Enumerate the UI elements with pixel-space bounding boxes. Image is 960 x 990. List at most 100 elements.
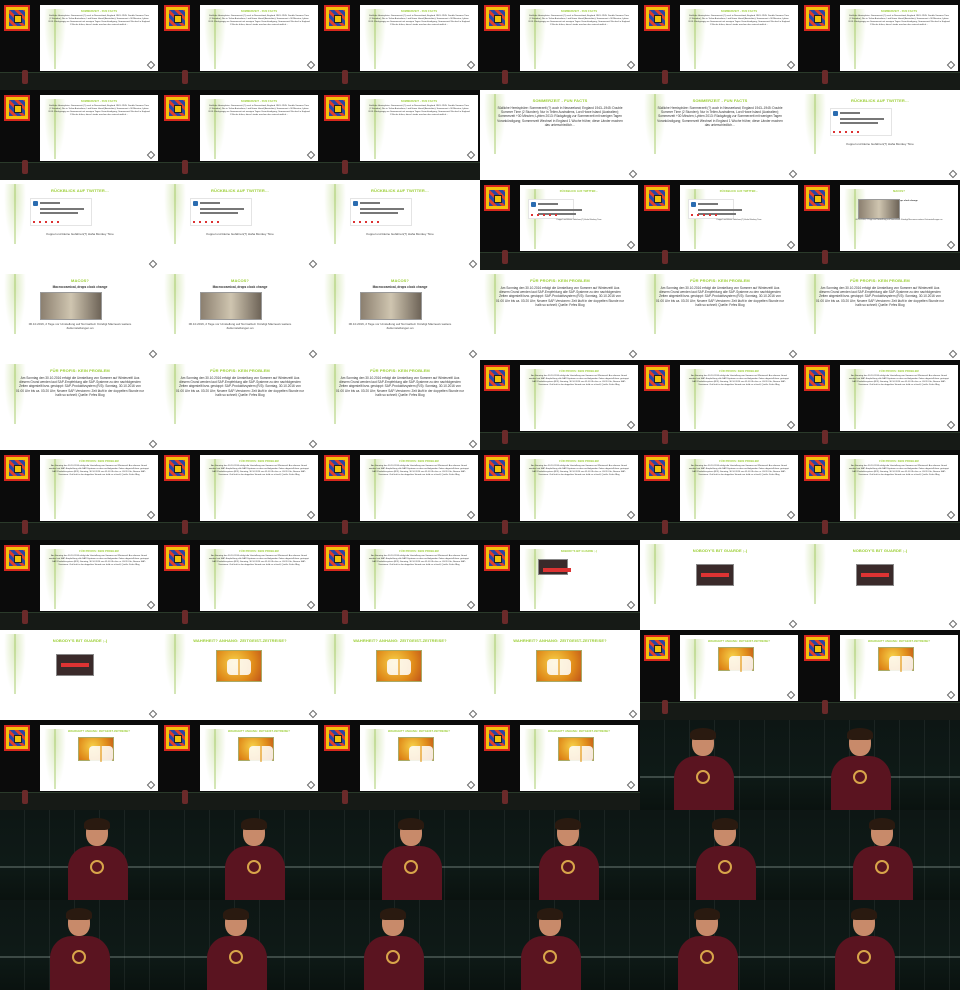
slide-title: WAHRHEIT? ANHANG: ZEITGEIST-ZEITREISE?	[320, 638, 480, 643]
nav-symbol-icon	[627, 421, 635, 429]
avatar	[193, 201, 198, 206]
nav-symbol-icon	[627, 511, 635, 519]
nav-symbol-icon	[629, 350, 637, 358]
shirt-print	[386, 950, 400, 964]
tweet-line	[200, 202, 220, 204]
slide-frame: FÜR PROFIS: KEIN PROBLEM Am Sonntag den 3…	[160, 360, 320, 450]
slide-body: Am Sonntag den 30.10.2016 erfolgt die Um…	[208, 555, 310, 567]
decorative-plant	[644, 544, 666, 604]
slide-caption: 06.10.2016, 2 Tage vor Umstellung auf No…	[848, 219, 950, 222]
event-logo-icon	[4, 545, 30, 571]
decorative-plant	[844, 639, 866, 699]
nav-symbol-icon	[469, 710, 477, 718]
tweet-line	[40, 208, 84, 210]
slide: MACOS? Macrocosmical, drops clock change 0…	[0, 270, 160, 360]
tweet-actions	[33, 221, 59, 223]
event-logo-icon	[484, 185, 510, 211]
tweet-text: Kuppel und kleine Gefahren(?) Haha Monke…	[20, 232, 140, 236]
slide-body: Am Sonntag den 30.10.2016 erfolgt die Um…	[848, 465, 950, 477]
decorative-plant	[4, 634, 26, 694]
speaker-hair	[555, 818, 581, 830]
slide-frame: WAHRHEIT? ANHANG: ZEITGEIST-ZEITREISE?	[320, 630, 480, 720]
avatar	[353, 201, 358, 206]
slide-title: FÜR PROFIS: KEIN PROBLEM	[40, 460, 158, 463]
speaker	[835, 910, 895, 990]
speaker	[207, 910, 267, 990]
article-image	[200, 292, 262, 320]
projected-slide: SOMMERZEIT - FUN FACTS Südliche Hemisphär…	[40, 5, 158, 71]
slide-body: Am Sonntag den 30.10.2016 erfolgt die Um…	[208, 465, 310, 477]
projected-frame: MACOS?Macrocosmical, drops clock change0…	[800, 180, 960, 270]
projected-frame: WAHRHEIT? ANHANG: ZEITGEIST-ZEITREISE?	[800, 630, 960, 720]
slide-title: SOMMERZEIT - FUN FACTS	[680, 10, 798, 13]
slide-frame: MACOS? Macrocosmical, drops clock change 0…	[160, 270, 320, 360]
slide-caption: 06.10.2016, 2 Tage vor Umstellung auf No…	[340, 322, 460, 330]
projected-frame: SOMMERZEIT - FUN FACTS Südliche Hemisphär…	[160, 0, 320, 90]
slide-body: Am Sonntag den 30.10.2016 erfolgt die Um…	[336, 376, 464, 397]
article-image	[360, 292, 422, 320]
slide-title: FÜR PROFIS: KEIN PROBLEM	[360, 550, 478, 553]
projected-slide: RÜCKBLICK AUF TWITTER… Kuppel und kleine …	[680, 185, 798, 251]
slide-title: FÜR PROFIS: KEIN PROBLEM	[360, 460, 478, 463]
tweet-actions	[833, 131, 859, 133]
camera-frame	[800, 900, 960, 990]
slide-title: WAHRHEIT? ANHANG: ZEITGEIST-ZEITREISE?	[840, 640, 958, 643]
event-logo-icon	[804, 365, 830, 391]
nav-symbol-icon	[147, 61, 155, 69]
event-logo-icon	[804, 455, 830, 481]
slide-title: RÜCKBLICK AUF TWITTER…	[680, 190, 798, 193]
slide-frame: SOMMERZEIT - FUN FACTS Südliche Hemisphär…	[480, 90, 640, 180]
cartoon-image	[78, 737, 114, 761]
slide-title: FÜR PROFIS: KEIN PROBLEM	[160, 368, 320, 373]
tweet-card	[350, 198, 412, 226]
tweet-actions	[353, 221, 379, 223]
event-logo-icon	[324, 5, 350, 31]
tweet-line	[840, 112, 860, 114]
slide-frame: FÜR PROFIS: KEIN PROBLEM Am Sonntag den 3…	[480, 270, 640, 360]
speaker-small	[182, 790, 188, 804]
tweet-card	[830, 108, 892, 136]
projected-slide: FÜR PROFIS: KEIN PROBLEM Am Sonntag den 3…	[360, 455, 478, 521]
slide-body: Am Sonntag den 30.10.2016 erfolgt die Um…	[848, 375, 950, 387]
projected-slide: SOMMERZEIT - FUN FACTS Südliche Hemisphär…	[360, 95, 478, 161]
slide-frame: SOMMERZEIT - FUN FACTS Südliche Hemisphär…	[640, 90, 800, 180]
speaker-small	[182, 520, 188, 534]
decorative-plant	[524, 729, 546, 789]
slide-body: Am Sonntag den 30.10.2016 erfolgt die Um…	[48, 555, 150, 567]
event-logo-icon	[804, 635, 830, 661]
projected-slide: FÜR PROFIS: KEIN PROBLEM Am Sonntag den 3…	[360, 545, 478, 611]
speaker-small	[22, 790, 28, 804]
article-headline: Macrocosmical, drops clock change	[176, 285, 304, 289]
tweet-card	[528, 199, 574, 219]
nav-symbol-icon	[787, 421, 795, 429]
speaker-small	[342, 520, 348, 534]
slide: MACOS? Macrocosmical, drops clock change 0…	[320, 270, 480, 360]
decorative-plant	[684, 639, 706, 699]
cartoon-image	[216, 650, 262, 682]
projected-slide: WAHRHEIT? ANHANG: ZEITGEIST-ZEITREISE?	[520, 725, 638, 791]
slide-frame: FÜR PROFIS: KEIN PROBLEM Am Sonntag den 3…	[320, 360, 480, 450]
nav-symbol-icon	[947, 691, 955, 699]
slide-body: Südliche Hemisphäre: Sommerzeit (?) auch…	[656, 106, 784, 127]
slide-frame: MACOS? Macrocosmical, drops clock change 0…	[0, 270, 160, 360]
slide-frame: RÜCKBLICK AUF TWITTER… Kuppel und kleine …	[320, 180, 480, 270]
speaker-hair	[84, 818, 110, 830]
slide-title: MACOS?	[840, 190, 958, 193]
projected-slide: FÜR PROFIS: KEIN PROBLEM Am Sonntag den 3…	[40, 545, 158, 611]
decorative-plant	[44, 729, 66, 789]
speaker-small	[822, 250, 828, 264]
article-headline: Macrocosmical, drops clock change	[336, 285, 464, 289]
speaker-small	[22, 160, 28, 174]
event-logo-icon	[644, 5, 670, 31]
projected-frame: FÜR PROFIS: KEIN PROBLEM Am Sonntag den 3…	[160, 450, 320, 540]
slide-caption: 06.10.2016, 2 Tage vor Umstellung auf No…	[180, 322, 300, 330]
slide-title: WAHRHEIT? ANHANG: ZEITGEIST-ZEITREISE?	[520, 730, 638, 733]
projected-slide: WAHRHEIT? ANHANG: ZEITGEIST-ZEITREISE?	[840, 635, 958, 701]
shirt-print	[72, 950, 86, 964]
projected-slide: SOMMERZEIT - FUN FACTS Südliche Hemisphär…	[360, 5, 478, 71]
slide-body: Am Sonntag den 30.10.2016 erfolgt die Um…	[176, 376, 304, 397]
camera-frame	[800, 810, 960, 900]
speaker-small	[662, 430, 668, 444]
nav-symbol-icon	[147, 151, 155, 159]
tweet-card	[30, 198, 92, 226]
